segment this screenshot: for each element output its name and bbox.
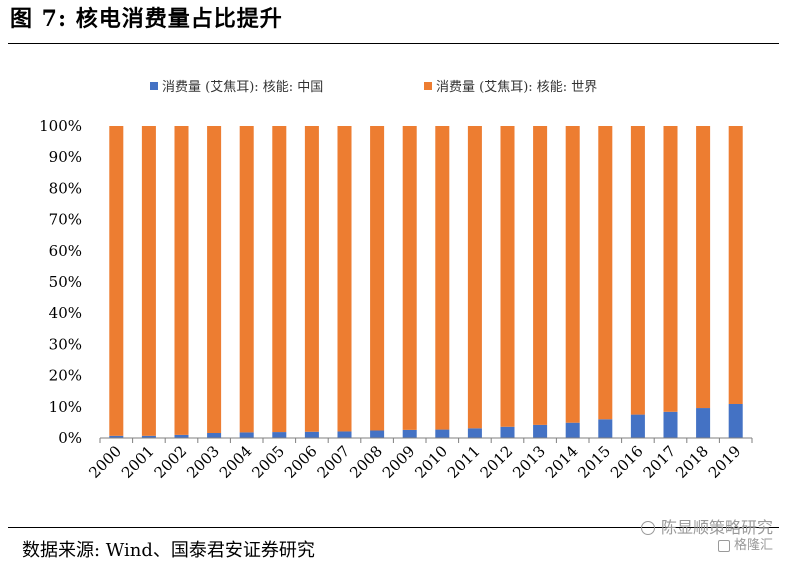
bar-china-2007	[337, 431, 352, 438]
bar-world-2019	[728, 126, 743, 404]
source-note: 数据来源: Wind、国泰君安证券研究	[22, 540, 315, 561]
title-underline	[8, 43, 779, 44]
bar-china-2019	[728, 403, 743, 438]
legend-label-world: 消费量 (艾焦耳): 核能: 世界	[436, 80, 597, 95]
x-tick-label: 2006	[281, 442, 321, 482]
bar-china-2004	[239, 432, 254, 438]
bar-world-2004	[239, 126, 254, 433]
bar-china-2003	[207, 433, 222, 438]
y-tick-label: 70%	[49, 211, 82, 229]
y-tick-label: 10%	[49, 398, 82, 416]
bar-china-2015	[598, 419, 613, 438]
bar-world-2014	[565, 126, 580, 423]
y-tick-label: 90%	[49, 148, 82, 166]
x-tick-label: 2014	[542, 442, 582, 482]
bar-china-2018	[696, 408, 711, 438]
bar-china-2012	[500, 426, 515, 438]
bar-world-2006	[304, 126, 319, 432]
legend-label-china: 消费量 (艾焦耳): 核能: 中国	[162, 80, 323, 95]
gelonghui-logo-icon	[717, 540, 730, 553]
y-axis: 0% 10% 20% 30% 40% 50% 60% 70% 80% 90% 100%	[39, 117, 82, 447]
bar-china-2010	[435, 429, 450, 438]
watermark-site: 格隆汇	[733, 538, 773, 553]
x-tick-label: 2010	[411, 442, 451, 482]
x-tick-label: 2000	[85, 442, 125, 482]
bar-world-2010	[435, 126, 450, 430]
x-tick-label: 2015	[574, 442, 614, 482]
bar-world-2002	[174, 126, 189, 435]
legend-swatch-china	[150, 82, 158, 90]
bars-group	[109, 126, 743, 438]
x-tick-label: 2013	[509, 442, 549, 482]
y-tick-label: 100%	[39, 117, 82, 135]
x-tick-label: 2002	[151, 442, 191, 482]
bar-china-2000	[109, 435, 124, 438]
bar-world-2011	[467, 126, 482, 429]
x-tick-label: 2009	[379, 442, 419, 482]
x-tick-label: 2008	[346, 442, 386, 482]
x-tick-label: 2003	[183, 442, 223, 482]
bar-china-2013	[533, 424, 548, 438]
x-tick-label: 2019	[705, 442, 745, 482]
y-tick-label: 80%	[49, 179, 82, 197]
x-axis: 2000200120022003200420052006200720082009…	[85, 437, 753, 482]
bar-china-2014	[565, 422, 580, 438]
bar-world-2012	[500, 126, 515, 427]
y-tick-label: 60%	[49, 242, 82, 260]
bar-world-2015	[598, 126, 613, 420]
stacked-bar-chart: 消费量 (艾焦耳): 核能: 中国 消费量 (艾焦耳): 核能: 世界 0% 10%…	[39, 80, 753, 482]
bar-world-2013	[533, 126, 548, 425]
bar-world-2005	[272, 126, 287, 433]
bar-china-2002	[174, 434, 189, 438]
chart-legend: 消费量 (艾焦耳): 核能: 中国 消费量 (艾焦耳): 核能: 世界	[150, 80, 597, 95]
y-tick-label: 40%	[49, 304, 82, 322]
x-tick-label: 2001	[118, 442, 158, 482]
watermark-author: 陈显顺策略研究	[660, 518, 773, 537]
x-tick-label: 2016	[607, 442, 647, 482]
bar-world-2009	[402, 126, 417, 430]
bar-china-2016	[630, 414, 645, 438]
x-tick-label: 2005	[248, 442, 288, 482]
y-tick-label: 30%	[49, 335, 82, 353]
bar-china-2009	[402, 429, 417, 438]
bar-world-2007	[337, 126, 352, 432]
bar-world-2017	[663, 126, 678, 412]
bar-china-2017	[663, 411, 678, 438]
bar-china-2011	[467, 428, 482, 438]
bar-world-2018	[696, 126, 711, 409]
y-tick-label: 50%	[49, 273, 82, 291]
figure-title: 图 7: 核电消费量占比提升	[10, 6, 283, 32]
x-tick-label: 2004	[216, 442, 256, 482]
bar-china-2008	[370, 430, 385, 438]
x-tick-label: 2017	[640, 442, 680, 482]
x-tick-label: 2012	[477, 442, 517, 482]
x-tick-label: 2007	[314, 442, 354, 482]
bar-world-2000	[109, 126, 124, 436]
legend-swatch-world	[424, 82, 432, 90]
x-tick-label: 2011	[444, 442, 484, 482]
bar-china-2005	[272, 432, 287, 438]
source-rule	[8, 527, 779, 528]
y-tick-label: 20%	[49, 367, 82, 385]
bar-china-2006	[304, 431, 319, 438]
watermark: 陈显顺策略研究 格隆汇	[640, 518, 773, 554]
bar-world-2003	[207, 126, 222, 434]
bar-world-2008	[370, 126, 385, 431]
x-tick-label: 2018	[672, 442, 712, 482]
chart-area: 消费量 (艾焦耳): 核能: 中国 消费量 (艾焦耳): 核能: 世界 0% 10%…	[0, 50, 787, 520]
y-tick-label: 0%	[58, 429, 82, 447]
bar-world-2016	[630, 126, 645, 415]
bar-china-2001	[141, 435, 156, 438]
wechat-icon	[640, 521, 655, 535]
bar-world-2001	[141, 126, 156, 436]
